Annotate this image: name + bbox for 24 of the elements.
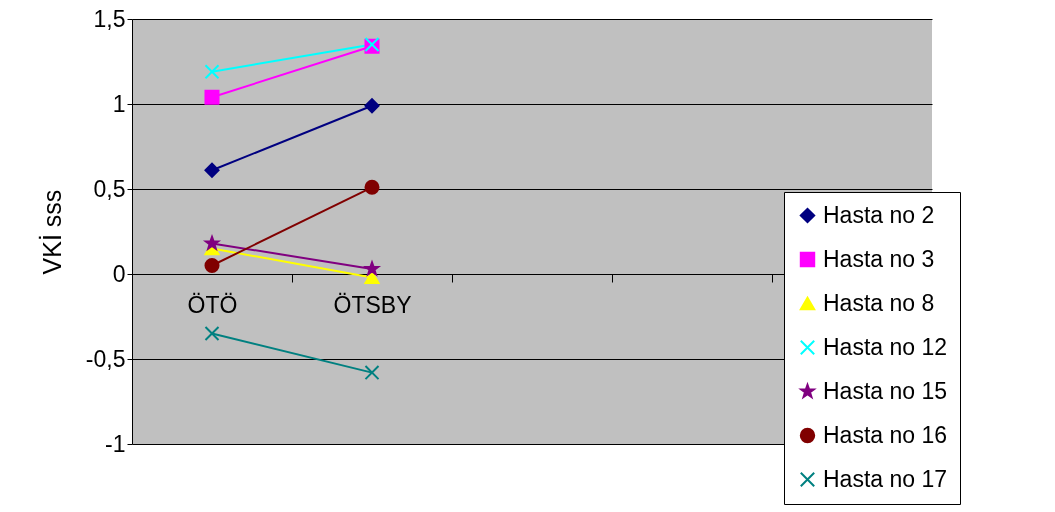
legend-label: Hasta no 16 [823, 421, 948, 448]
point [364, 179, 380, 195]
point [364, 98, 380, 114]
point [204, 325, 220, 342]
legend-label: Hasta no 3 [823, 245, 935, 272]
y-tick-label: 0 [112, 260, 126, 287]
point [204, 162, 220, 178]
legend-label: Hasta no 2 [823, 201, 935, 228]
legend-label: Hasta no 8 [823, 289, 935, 316]
point [204, 64, 220, 80]
legend-label: Hasta no 15 [823, 377, 948, 404]
point [204, 89, 220, 105]
legend-label: Hasta no 12 [823, 333, 948, 360]
y-tick-label: 0,5 [93, 175, 126, 202]
y-tick-label: 1,5 [93, 5, 126, 32]
point [364, 365, 380, 381]
y-tick-label: 1 [112, 90, 126, 117]
y-tick-label: -1 [105, 430, 126, 457]
x-tick-label: ÖTÖ [187, 291, 238, 318]
x-tick-label: ÖTSBY [333, 291, 412, 318]
point [204, 257, 220, 274]
y-axis-title: VKİ sss [37, 189, 66, 275]
legend-label: Hasta no 17 [823, 465, 948, 492]
y-tick-label: -0,5 [85, 345, 126, 372]
